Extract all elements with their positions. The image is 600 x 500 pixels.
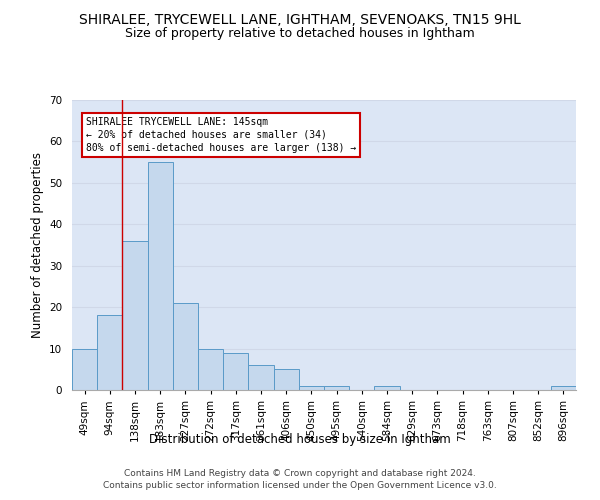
Bar (324, 386, 349, 390)
Bar (173, 303, 198, 390)
Bar (72, 348, 97, 390)
Bar (374, 386, 400, 390)
Bar (551, 386, 576, 390)
Bar (248, 365, 274, 390)
Text: SHIRALEE TRYCEWELL LANE: 145sqm
← 20% of detached houses are smaller (34)
80% of: SHIRALEE TRYCEWELL LANE: 145sqm ← 20% of… (86, 116, 356, 153)
Bar (274, 370, 299, 390)
Bar (122, 241, 148, 390)
Text: Contains HM Land Registry data © Crown copyright and database right 2024.
Contai: Contains HM Land Registry data © Crown c… (103, 468, 497, 490)
Bar (97, 316, 122, 390)
Bar (148, 162, 173, 390)
Bar (223, 352, 248, 390)
Text: Distribution of detached houses by size in Ightham: Distribution of detached houses by size … (149, 432, 451, 446)
Text: SHIRALEE, TRYCEWELL LANE, IGHTHAM, SEVENOAKS, TN15 9HL: SHIRALEE, TRYCEWELL LANE, IGHTHAM, SEVEN… (79, 12, 521, 26)
Bar (299, 386, 324, 390)
Y-axis label: Number of detached properties: Number of detached properties (31, 152, 44, 338)
Text: Size of property relative to detached houses in Ightham: Size of property relative to detached ho… (125, 28, 475, 40)
Bar (198, 348, 223, 390)
